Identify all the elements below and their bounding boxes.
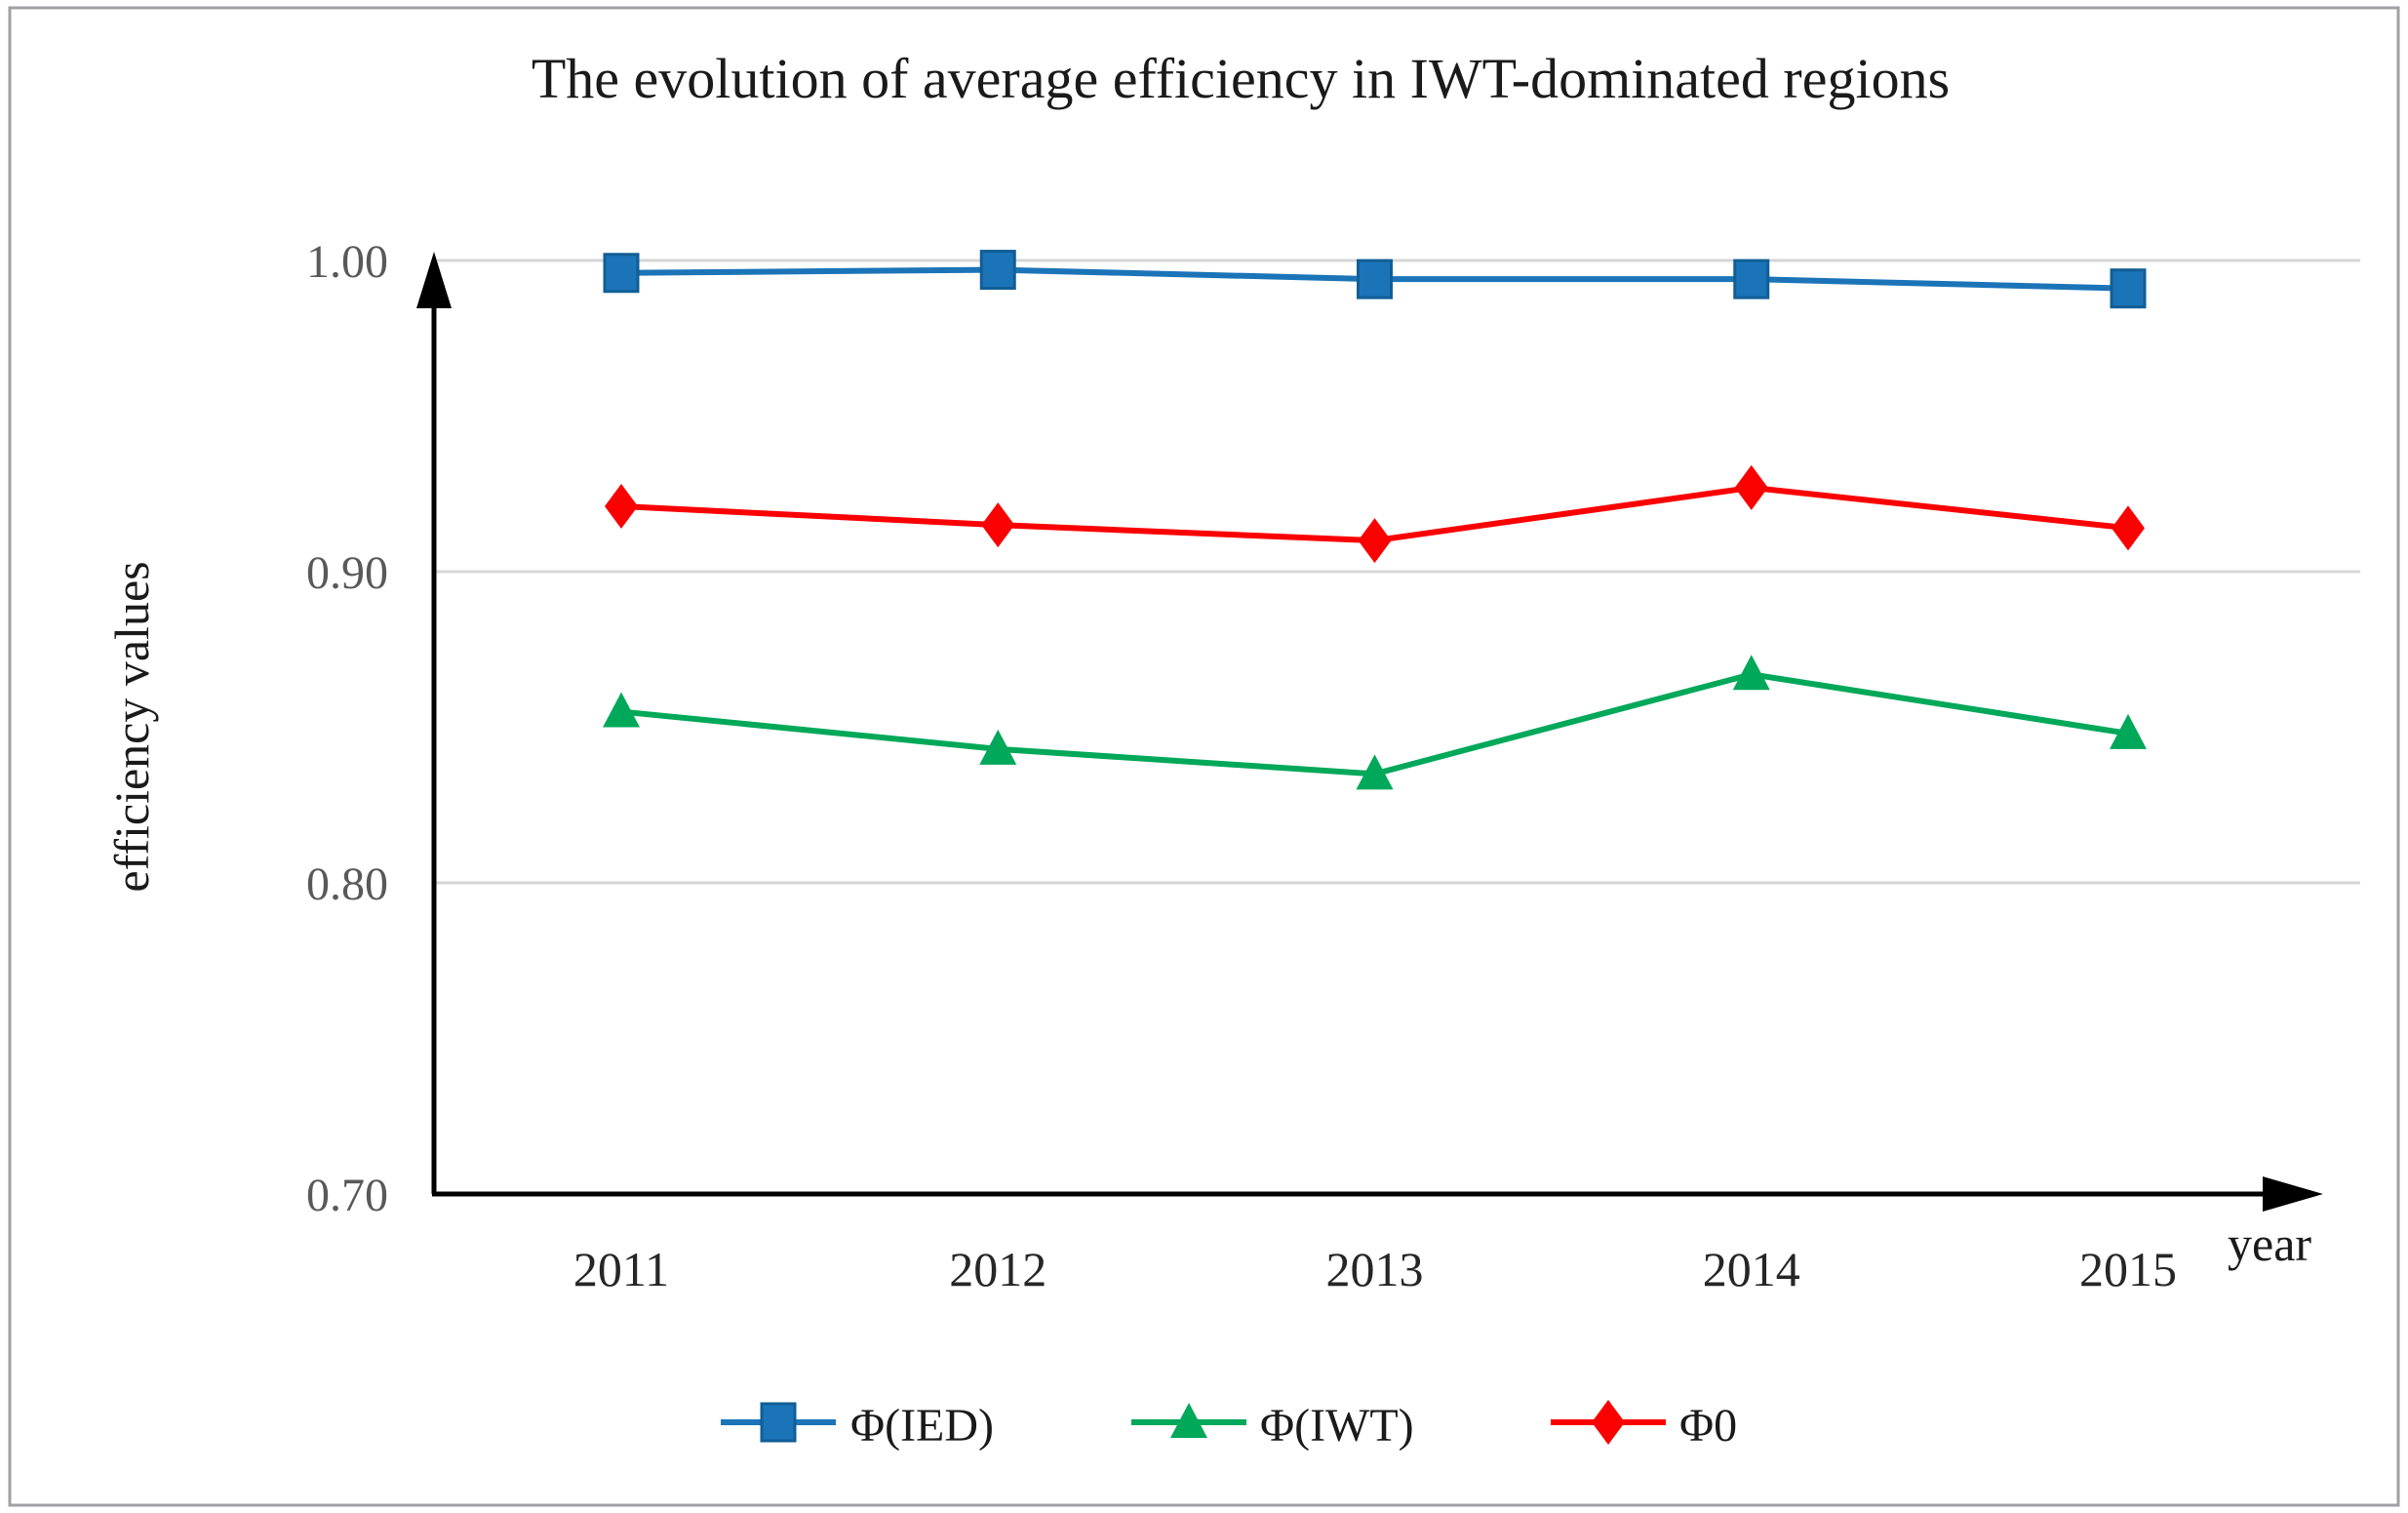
x-tick-label: 2012 — [949, 1242, 1046, 1296]
y-tick-label: 0.90 — [306, 547, 388, 599]
diamond-marker-icon — [1358, 518, 1392, 564]
square-marker-icon — [2110, 268, 2147, 309]
x-tick-label: 2014 — [1703, 1242, 1800, 1296]
x-axis-arrowhead-icon — [2263, 1176, 2323, 1212]
y-tick-label: 1.00 — [306, 236, 388, 288]
y-axis-title: efficiency values — [104, 561, 159, 892]
y-tick-label: 0.70 — [306, 1170, 388, 1221]
legend-label: Φ0 — [1679, 1400, 1737, 1452]
diamond-marker-icon — [1592, 1400, 1625, 1445]
triangle-marker-icon — [1356, 754, 1394, 790]
x-axis-title: year — [2228, 1216, 2311, 1271]
legend-label: Φ(IWT) — [1260, 1400, 1414, 1452]
diamond-marker-icon — [605, 484, 638, 530]
square-marker-icon — [1357, 259, 1393, 299]
triangle-marker-icon — [2110, 713, 2147, 749]
y-axis-arrowhead-icon — [416, 252, 452, 308]
legend-label: Φ(IED) — [850, 1400, 994, 1452]
diamond-marker-icon — [2112, 505, 2145, 551]
x-tick-label: 2011 — [573, 1242, 669, 1296]
square-marker-icon — [1733, 259, 1770, 299]
triangle-marker-icon — [603, 692, 640, 728]
x-tick-label: 2013 — [1326, 1242, 1424, 1296]
figure-border — [8, 6, 2400, 1507]
square-marker-icon — [760, 1402, 797, 1443]
triangle-marker-icon — [1732, 655, 1770, 691]
x-tick-label: 2015 — [2079, 1242, 2177, 1296]
square-marker-icon — [603, 253, 640, 294]
triangle-marker-icon — [1170, 1403, 1207, 1438]
square-marker-icon — [979, 250, 1016, 291]
diamond-marker-icon — [981, 502, 1015, 548]
y-tick-label: 0.80 — [306, 858, 388, 910]
triangle-marker-icon — [979, 729, 1017, 765]
chart-title: The evolution of average efficiency in I… — [532, 47, 1950, 110]
diamond-marker-icon — [1734, 464, 1768, 510]
